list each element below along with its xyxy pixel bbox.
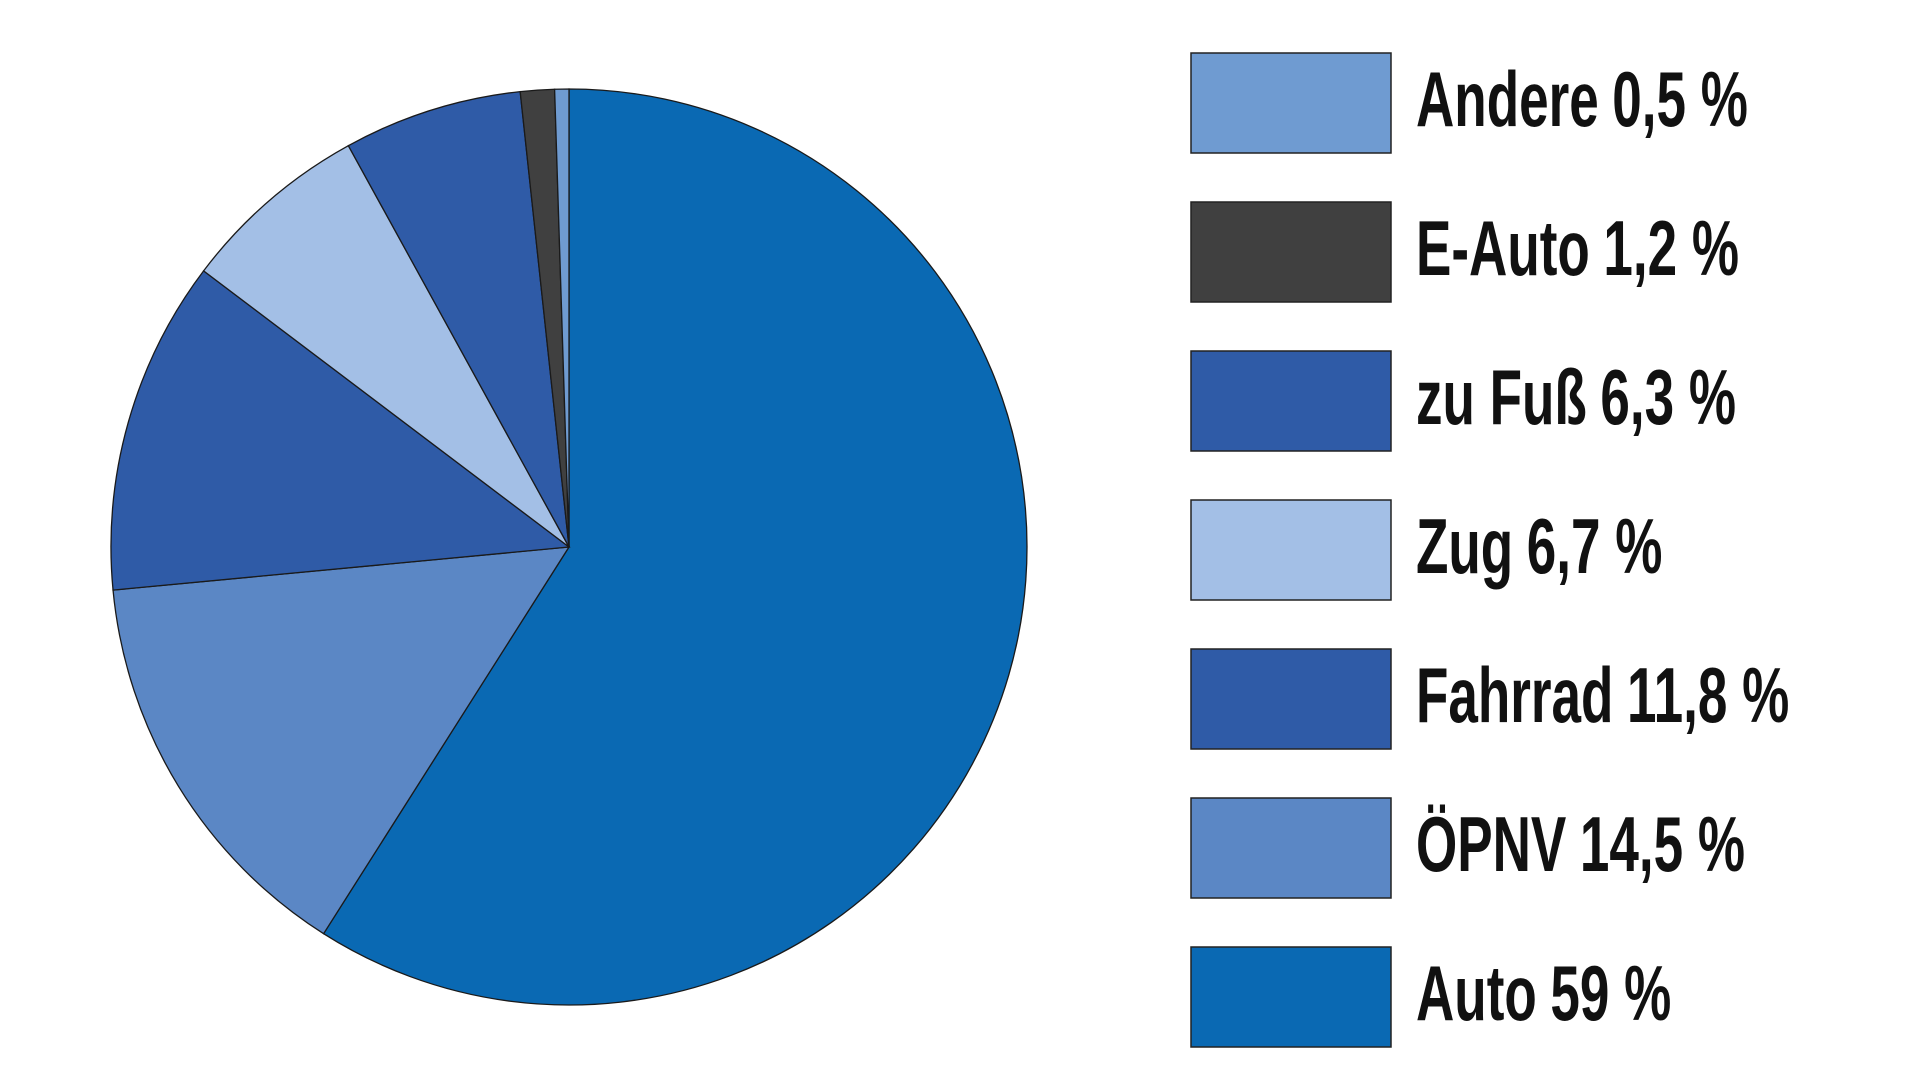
legend-label: zu Fuß 6,3 % (1416, 355, 1736, 442)
legend-value: 0,5 % (1612, 57, 1748, 144)
legend-swatch (1190, 350, 1392, 452)
legend-name: ÖPNV (1416, 802, 1567, 889)
legend-label: E-Auto 1,2 % (1416, 206, 1739, 293)
legend-label: Zug 6,7 % (1416, 504, 1662, 591)
legend-name: Zug (1416, 504, 1513, 591)
pie-slice (553, 88, 570, 548)
legend-label: Andere 0,5 % (1416, 57, 1748, 144)
legend-swatch (1190, 201, 1392, 303)
legend-swatch (1190, 946, 1392, 1048)
legend-name: zu Fuß (1416, 355, 1587, 442)
legend-name: E-Auto (1416, 206, 1590, 293)
legend-value: 14,5 % (1580, 802, 1745, 889)
legend-label: Fahrrad 11,8 % (1416, 653, 1789, 740)
legend-name: Auto (1416, 951, 1537, 1038)
pie-slice (110, 269, 571, 591)
legend-value: 1,2 % (1603, 206, 1739, 293)
legend-swatch (1190, 499, 1392, 601)
pie-slice (347, 90, 570, 548)
legend-swatch (1190, 648, 1392, 750)
legend-name: Fahrrad (1416, 653, 1613, 740)
legend-value: 6,3 % (1600, 355, 1736, 442)
legend-value: 59 % (1550, 951, 1671, 1038)
legend: Andere 0,5 %E-Auto 1,2 %zu Fuß 6,3 %Zug 6,7 … (1190, 52, 1789, 1048)
legend-value: 6,7 % (1527, 504, 1663, 591)
legend-value: 11,8 % (1627, 653, 1789, 740)
legend-name: Andere (1416, 57, 1599, 144)
legend-swatch (1190, 797, 1392, 899)
legend-swatch (1190, 52, 1392, 154)
legend-label: Auto 59 % (1416, 951, 1671, 1038)
pie-slice (322, 88, 1028, 1006)
legend-label: ÖPNV 14,5 % (1416, 802, 1745, 889)
pie-slice (112, 546, 571, 935)
pie-slice (202, 144, 570, 548)
